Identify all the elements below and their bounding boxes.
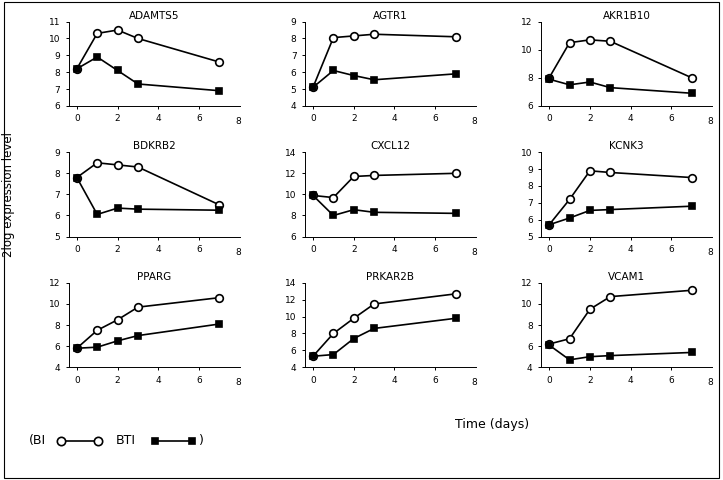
Text: 8: 8 bbox=[471, 378, 477, 387]
Text: 8: 8 bbox=[235, 378, 241, 387]
Text: ): ) bbox=[199, 434, 204, 447]
Text: 8: 8 bbox=[235, 117, 241, 126]
Title: CXCL12: CXCL12 bbox=[370, 142, 411, 152]
Text: 8: 8 bbox=[471, 117, 477, 126]
Title: KCNK3: KCNK3 bbox=[609, 142, 644, 152]
Title: AGTR1: AGTR1 bbox=[373, 11, 408, 21]
Title: PPARG: PPARG bbox=[137, 272, 171, 282]
Title: PRKAR2B: PRKAR2B bbox=[367, 272, 414, 282]
Title: ADAMTS5: ADAMTS5 bbox=[129, 11, 179, 21]
Text: 8: 8 bbox=[707, 378, 713, 387]
Text: 2log expression level: 2log expression level bbox=[2, 132, 15, 257]
Text: Time (days): Time (days) bbox=[455, 418, 529, 432]
Title: BDKRB2: BDKRB2 bbox=[133, 142, 176, 152]
Text: 8: 8 bbox=[471, 248, 477, 256]
Title: AKR1B10: AKR1B10 bbox=[603, 11, 651, 21]
Title: VCAM1: VCAM1 bbox=[608, 272, 645, 282]
Text: 8: 8 bbox=[707, 117, 713, 126]
Text: 8: 8 bbox=[235, 248, 241, 256]
Text: (BI: (BI bbox=[29, 434, 46, 447]
Text: BTI: BTI bbox=[116, 434, 136, 447]
Text: 8: 8 bbox=[707, 248, 713, 256]
